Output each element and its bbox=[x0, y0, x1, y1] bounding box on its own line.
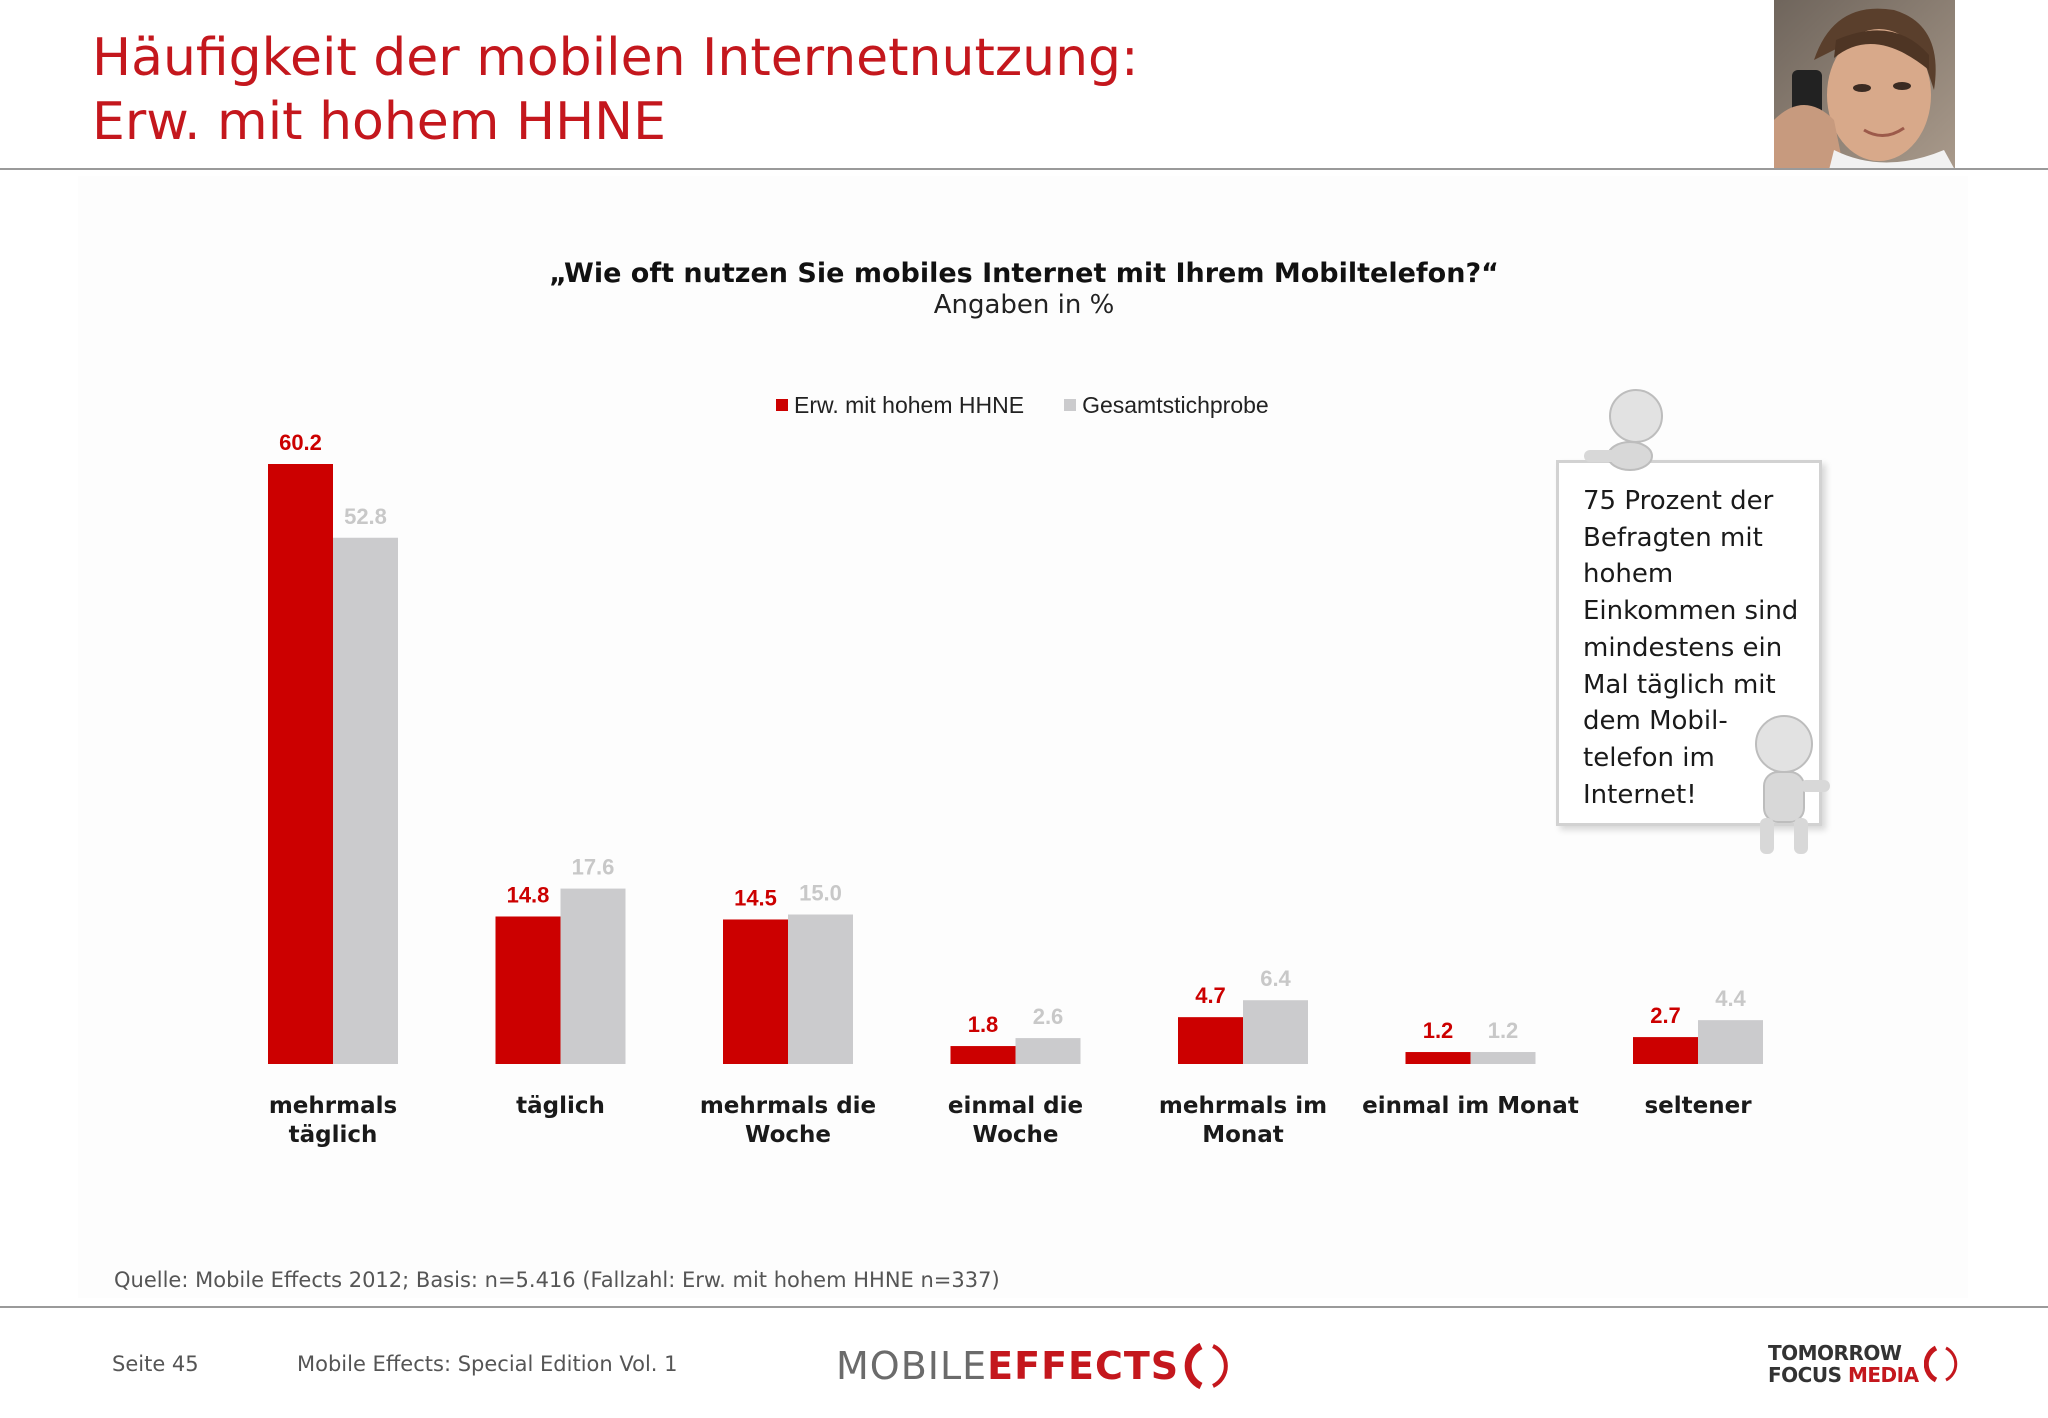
logo-effects-text: EFFECTS bbox=[987, 1344, 1180, 1388]
legend-label-gesamt: Gesamtstichprobe bbox=[1082, 391, 1269, 418]
bar-gesamt bbox=[560, 888, 626, 1064]
bar-hhne bbox=[1633, 1037, 1698, 1064]
category-label: einmal die bbox=[948, 1093, 1083, 1119]
chart-title: „Wie oft nutzen Sie mobiles Internet mit… bbox=[549, 258, 1499, 289]
category-label: mehrmals bbox=[269, 1093, 397, 1119]
chart-subtitle: Angaben in % bbox=[933, 290, 1115, 320]
value-label-gesamt: 1.2 bbox=[1488, 1018, 1519, 1043]
value-label-gesamt: 2.6 bbox=[1033, 1004, 1064, 1029]
callout-line: Mal täglich mit bbox=[1583, 669, 1776, 700]
legend-item-hhne: Erw. mit hohem HHNE bbox=[776, 392, 1024, 419]
tfm-bracket-icon bbox=[1924, 1345, 1958, 1383]
bar-gesamt bbox=[1698, 1020, 1763, 1064]
logo-tfm-line1: TOMORROW bbox=[1768, 1341, 1902, 1365]
category-label: täglich bbox=[289, 1122, 378, 1148]
value-label-hhne: 1.2 bbox=[1423, 1018, 1454, 1043]
businessman-photo bbox=[1774, 0, 1955, 170]
legend-swatch-hhne bbox=[776, 399, 788, 411]
callout-line: Internet! bbox=[1583, 779, 1697, 810]
value-label-hhne: 1.8 bbox=[968, 1012, 999, 1037]
callout-line: Einkommen sind bbox=[1583, 596, 1799, 627]
value-label-gesamt: 6.4 bbox=[1260, 966, 1291, 991]
callout-line: Befragten mit bbox=[1583, 522, 1763, 553]
slide-title-line1: Häufigkeit der mobilen Internetnutzung: bbox=[92, 28, 1139, 88]
callout-note: 75 Prozent der Befragten mit hohem Einko… bbox=[1556, 460, 1822, 826]
figure-top-illustration bbox=[1584, 389, 1663, 471]
logo-bracket-icon bbox=[1184, 1342, 1228, 1390]
logo-tfm-media: MEDIA bbox=[1847, 1363, 1919, 1387]
bar-hhne bbox=[495, 916, 561, 1064]
figure-bottom-illustration bbox=[1755, 715, 1830, 854]
value-label-gesamt: 4.4 bbox=[1715, 986, 1746, 1011]
bar-gesamt bbox=[788, 914, 853, 1064]
value-label-hhne: 2.7 bbox=[1650, 1003, 1681, 1028]
page-number: Seite 45 bbox=[112, 1352, 199, 1376]
bar-gesamt bbox=[1015, 1038, 1081, 1064]
value-label-hhne: 4.7 bbox=[1195, 983, 1226, 1008]
slide-title-line2: Erw. mit hohem HHNE bbox=[92, 92, 666, 152]
category-label: einmal im Monat bbox=[1362, 1093, 1579, 1119]
callout-line: mindestens ein bbox=[1583, 632, 1783, 663]
bar-gesamt bbox=[1243, 1000, 1308, 1064]
source-note: Quelle: Mobile Effects 2012; Basis: n=5.… bbox=[114, 1268, 1000, 1292]
callout-line: 75 Prozent der bbox=[1583, 486, 1774, 516]
bar-gesamt bbox=[1470, 1052, 1536, 1064]
value-label-gesamt: 52.8 bbox=[344, 504, 387, 529]
bar-hhne bbox=[950, 1046, 1016, 1064]
value-label-hhne: 14.8 bbox=[507, 882, 550, 907]
legend-label-hhne: Erw. mit hohem HHNE bbox=[794, 391, 1025, 418]
logo-mobile-text: MOBILE bbox=[836, 1344, 988, 1388]
category-label: mehrmals im bbox=[1159, 1093, 1327, 1119]
legend-swatch-gesamt bbox=[1064, 399, 1077, 411]
category-label: seltener bbox=[1644, 1093, 1752, 1119]
category-label: Woche bbox=[973, 1122, 1059, 1148]
value-label-hhne: 60.2 bbox=[279, 430, 322, 455]
callout-line: hohem bbox=[1583, 559, 1674, 590]
publication-title: Mobile Effects: Special Edition Vol. 1 bbox=[297, 1352, 678, 1376]
bar-gesamt bbox=[333, 537, 398, 1064]
callout-line: dem Mobil- bbox=[1583, 706, 1728, 737]
category-label: Monat bbox=[1202, 1122, 1284, 1148]
category-label: täglich bbox=[516, 1093, 605, 1119]
category-label: Woche bbox=[745, 1122, 831, 1148]
bar-hhne bbox=[723, 919, 788, 1064]
mobile-effects-logo: MOBILE EFFECTS bbox=[836, 1336, 1231, 1396]
chart-legend: Erw. mit hohem HHNE Gesamtstichprobe bbox=[776, 390, 1269, 420]
logo-tfm-focus: FOCUS bbox=[1768, 1363, 1842, 1387]
value-label-gesamt: 15.0 bbox=[799, 880, 842, 905]
bar-hhne bbox=[1405, 1052, 1471, 1064]
value-label-gesamt: 17.6 bbox=[572, 855, 615, 880]
category-label: mehrmals die bbox=[700, 1093, 876, 1119]
callout-line: telefon im bbox=[1583, 742, 1715, 773]
bar-hhne bbox=[268, 464, 333, 1064]
header-divider bbox=[0, 168, 2048, 170]
tomorrow-focus-media-logo: TOMORROW FOCUS MEDIA bbox=[1768, 1342, 1919, 1386]
footer-divider bbox=[0, 1306, 2048, 1308]
slide-title: Häufigkeit der mobilen Internetnutzung: … bbox=[92, 26, 1139, 154]
value-label-hhne: 14.5 bbox=[734, 885, 777, 910]
legend-item-gesamt: Gesamtstichprobe bbox=[1064, 392, 1269, 419]
bar-hhne bbox=[1178, 1017, 1243, 1064]
